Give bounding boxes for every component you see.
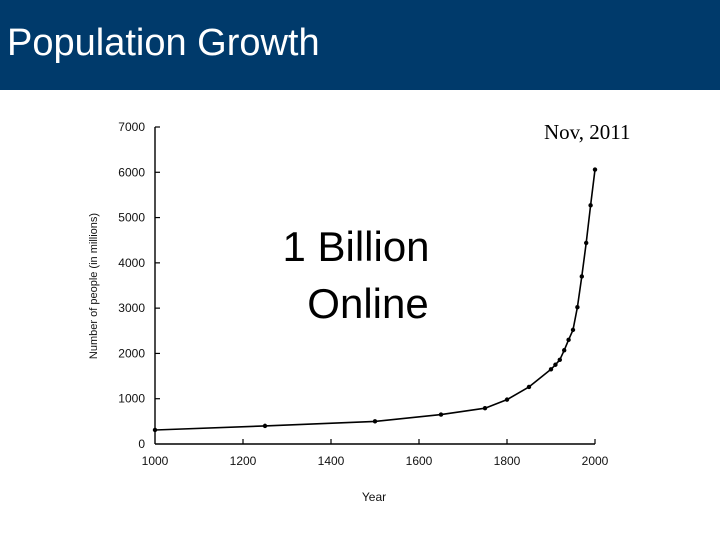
data-point <box>575 305 580 310</box>
y-tick-label: 5000 <box>118 211 145 225</box>
data-point <box>553 362 558 367</box>
date-note: Nov, 2011 <box>544 120 631 144</box>
data-point <box>579 274 584 279</box>
y-tick-label: 7000 <box>118 120 145 134</box>
x-tick-label: 1200 <box>230 454 257 468</box>
y-axis-title: Number of people (in millions) <box>88 213 100 359</box>
slide-title: Population Growth <box>7 22 320 64</box>
data-point <box>588 203 593 208</box>
data-point <box>262 423 268 429</box>
series-line <box>154 169 596 431</box>
data-point <box>557 357 562 362</box>
x-tick-label: 2000 <box>582 454 609 468</box>
overlay-text-line2: Online <box>307 280 429 327</box>
data-point <box>504 397 510 402</box>
data-point <box>372 419 378 424</box>
data-point <box>570 327 576 333</box>
y-tick-label: 1000 <box>118 392 145 406</box>
data-point <box>548 367 554 372</box>
data-point <box>482 406 488 411</box>
data-point <box>566 337 571 343</box>
y-tick-label: 4000 <box>118 256 145 270</box>
data-point <box>152 427 158 433</box>
y-tick-label: 3000 <box>118 301 145 315</box>
data-point <box>438 412 444 417</box>
data-point <box>562 348 567 353</box>
data-point <box>526 384 532 390</box>
title-bar: Population Growth <box>0 0 720 90</box>
y-tick-label: 0 <box>138 437 145 451</box>
x-tick-label: 1600 <box>406 454 433 468</box>
x-tick-label: 1400 <box>318 454 345 468</box>
y-tick-label: 6000 <box>118 165 145 179</box>
data-point <box>584 240 589 246</box>
x-tick-label: 1000 <box>142 454 169 468</box>
y-tick-label: 2000 <box>118 346 145 360</box>
x-axis-title: Year <box>362 490 386 504</box>
data-point <box>592 167 598 172</box>
overlay-text-line1: 1 Billion <box>282 223 430 270</box>
x-tick-label: 1800 <box>494 454 521 468</box>
